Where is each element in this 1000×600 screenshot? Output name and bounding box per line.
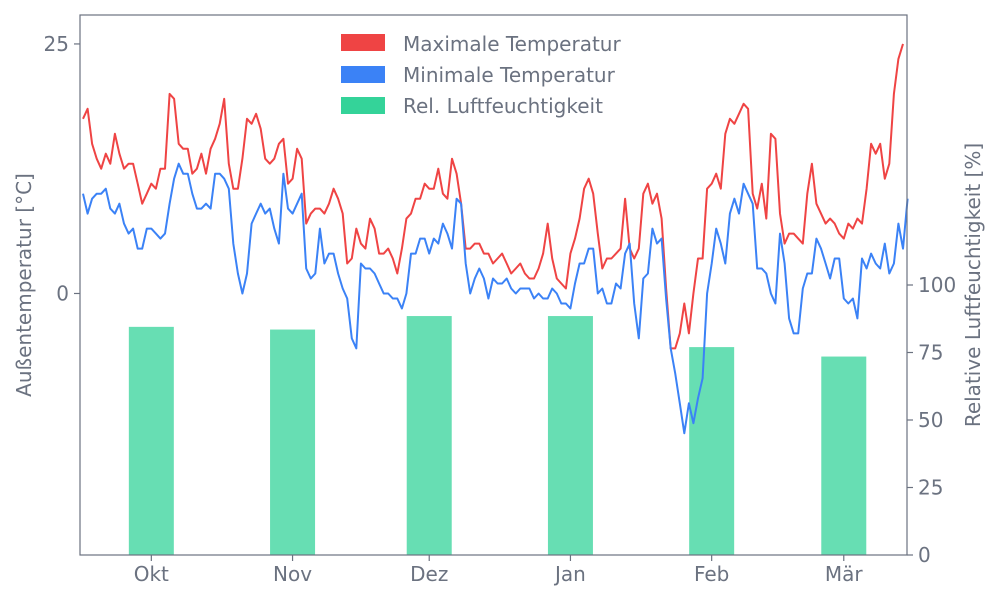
x-tick-label-okt: Okt [134,562,169,586]
humidity-bar-1 [128,326,174,555]
line-max-temperature [82,43,904,350]
x-tick-label-jan: Jan [553,562,586,586]
humidity-bar-4 [547,316,593,555]
right-axis-title: Relative Luftfeuchtigkeit [%] [961,143,985,427]
legend-swatch-humidity [341,97,385,114]
x-tick-label-feb: Feb [694,562,729,586]
legend-swatch-max [341,34,385,51]
temperature-lines [82,43,909,435]
humidity-bar-6 [821,356,867,555]
legend-swatch-min [341,66,385,83]
right-tick-label: 100 [918,273,956,297]
x-tick-label-nov: Nov [273,562,312,586]
right-tick-label: 50 [918,408,943,432]
line-min-temperature [82,162,909,435]
x-tick-label-mär: Mär [825,562,864,586]
humidity-bars [128,316,867,555]
x-tick-label-dez: Dez [410,562,448,586]
humidity-bar-2 [270,329,316,555]
left-axis-title: Außentemperatur [°C] [12,173,36,397]
legend-label-min: Minimale Temperatur [403,63,616,87]
humidity-bar-3 [406,316,452,555]
left-tick-label: 0 [56,281,69,305]
legend-label-humidity: Rel. Luftfeuchtigkeit [403,94,603,118]
left-tick-label: 25 [44,32,69,56]
left-axis: 0 25 [44,32,80,305]
x-axis: Okt Nov Dez Jan Feb Mär [134,555,864,586]
legend: Maximale Temperatur Minimale Temperatur … [341,32,621,118]
legend-label-max: Maximale Temperatur [403,32,621,56]
right-axis: 0 25 50 75 100 [907,273,956,567]
right-tick-label: 0 [918,543,931,567]
right-tick-label: 75 [918,341,943,365]
right-tick-label: 25 [918,476,943,500]
humidity-bar-5 [689,347,735,555]
